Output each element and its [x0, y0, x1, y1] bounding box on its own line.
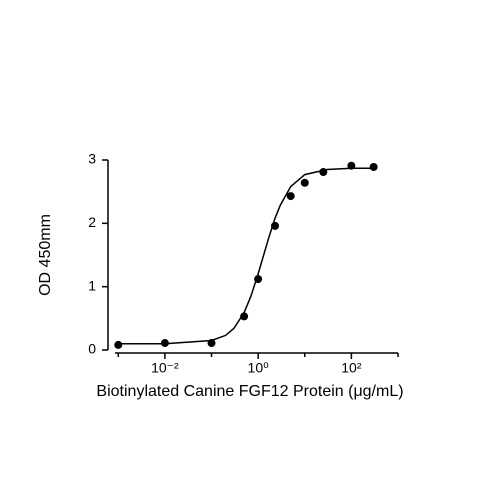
data-point: [319, 168, 328, 177]
data-point: [114, 340, 123, 349]
y-tick-label: 1: [88, 277, 96, 293]
x-tick-label: 10⁰: [248, 360, 270, 376]
data-point: [286, 192, 295, 201]
data-point: [347, 161, 356, 170]
data-point: [369, 162, 378, 171]
data-point: [254, 275, 263, 284]
data-point: [160, 339, 169, 348]
data-point: [300, 178, 309, 187]
y-tick-label: 0: [88, 341, 96, 357]
fit-curve: [118, 167, 374, 345]
data-point: [271, 221, 280, 230]
y-tick-label: 3: [88, 151, 96, 167]
y-tick-label: 2: [88, 214, 96, 230]
x-tick-label: 10²: [341, 360, 362, 376]
data-point: [207, 339, 216, 348]
x-axis-label: Biotinylated Canine FGF12 Protein (μg/mL…: [96, 383, 403, 400]
x-tick-label: 10⁻²: [151, 360, 179, 376]
y-axis-label: OD 450mm: [37, 214, 54, 296]
data-point: [240, 312, 249, 321]
